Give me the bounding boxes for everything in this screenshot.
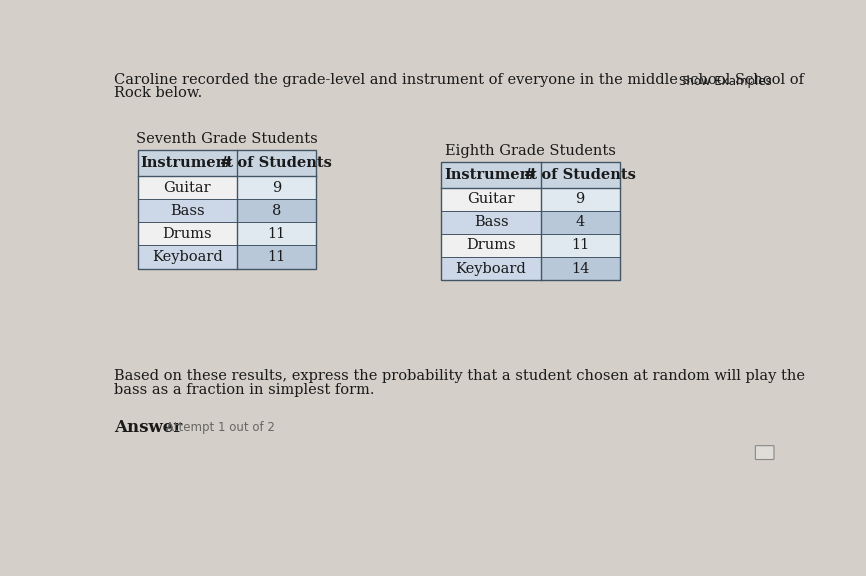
Bar [540,234,620,257]
Text: # of Students: # of Students [524,168,637,181]
Bar [442,234,540,257]
Text: Rock below.: Rock below. [114,86,203,100]
Text: Instrument: Instrument [141,156,234,170]
Bar [237,176,316,199]
Text: Drums: Drums [163,227,212,241]
Text: 4: 4 [576,215,585,229]
Text: 8: 8 [272,204,281,218]
Bar [442,211,540,234]
Text: 9: 9 [576,192,585,206]
Text: Keyboard: Keyboard [456,262,527,275]
Text: Instrument: Instrument [444,168,538,181]
Bar [237,199,316,222]
Bar [442,188,540,211]
Bar [540,211,620,234]
Text: bass as a fraction in simplest form.: bass as a fraction in simplest form. [114,382,375,396]
Text: Drums: Drums [466,238,516,252]
Text: Keyboard: Keyboard [152,250,223,264]
Bar [138,199,237,222]
Bar [138,150,316,176]
Text: Bass: Bass [170,204,204,218]
Bar [138,150,316,268]
Bar [442,161,620,280]
Text: 11: 11 [268,227,286,241]
Text: Bass: Bass [474,215,508,229]
Bar [138,176,237,199]
Text: 14: 14 [571,262,590,275]
Text: Guitar: Guitar [468,192,515,206]
Text: Answer: Answer [114,419,183,437]
Bar [138,222,237,245]
Text: 11: 11 [268,250,286,264]
Text: Eighth Grade Students: Eighth Grade Students [445,143,616,158]
Bar [442,161,620,188]
Bar [442,257,540,280]
FancyBboxPatch shape [755,446,774,460]
Text: Caroline recorded the grade-level and instrument of everyone in the middle schoo: Caroline recorded the grade-level and in… [114,73,805,87]
Bar [237,245,316,268]
Text: Show Examples: Show Examples [679,75,772,88]
Text: Seventh Grade Students: Seventh Grade Students [136,132,318,146]
Text: Attempt 1 out of 2: Attempt 1 out of 2 [166,421,275,434]
Bar [540,257,620,280]
Text: 11: 11 [571,238,590,252]
Bar [540,188,620,211]
Bar [138,245,237,268]
Text: Guitar: Guitar [164,181,211,195]
Text: Based on these results, express the probability that a student chosen at random : Based on these results, express the prob… [114,369,805,384]
Text: 9: 9 [272,181,281,195]
Bar [237,222,316,245]
Text: # of Students: # of Students [221,156,333,170]
